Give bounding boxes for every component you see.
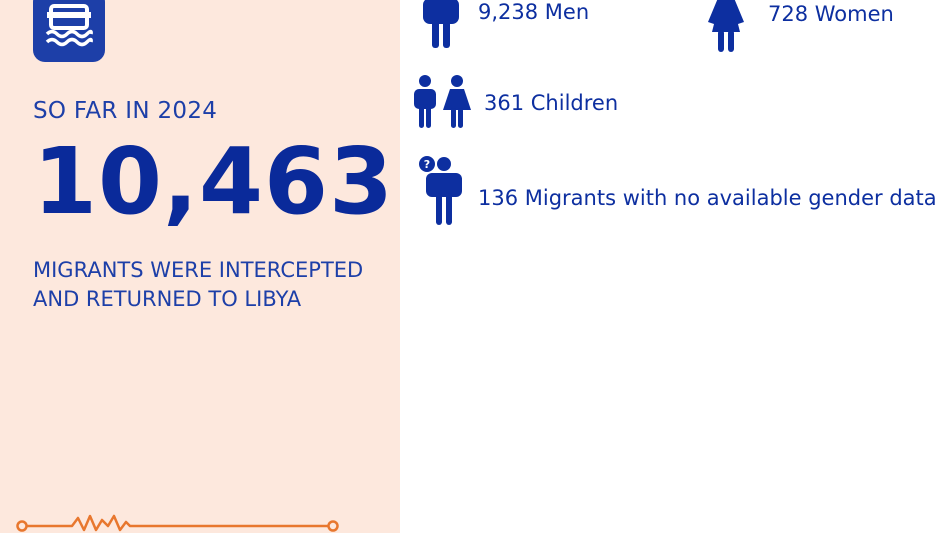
caption-line-1: MIGRANTS WERE INTERCEPTED bbox=[33, 258, 364, 282]
svg-text:?: ? bbox=[424, 158, 430, 171]
man-figure-icon bbox=[423, 0, 459, 48]
men-count: 9,238 Men bbox=[478, 0, 590, 24]
summary-caption: MIGRANTS WERE INTERCEPTED AND RETURNED T… bbox=[33, 256, 403, 314]
heartbeat-line-icon bbox=[16, 514, 339, 532]
woman-figure-icon bbox=[708, 0, 744, 52]
total-count: 10,463 bbox=[33, 128, 395, 235]
boat-icon bbox=[33, 0, 105, 62]
man-and-woman-figures-icon bbox=[414, 75, 471, 128]
figures-with-question-mark-icon: ? bbox=[419, 156, 462, 225]
unknown-gender-count: 136 Migrants with no available gender da… bbox=[478, 186, 937, 210]
period-label: SO FAR IN 2024 bbox=[33, 98, 218, 124]
caption-line-2: AND RETURNED TO LIBYA bbox=[33, 287, 302, 311]
summary-panel: SO FAR IN 2024 10,463 MIGRANTS WERE INTE… bbox=[0, 0, 400, 533]
women-count: 728 Women bbox=[768, 2, 894, 26]
children-count: 361 Children bbox=[484, 91, 619, 115]
